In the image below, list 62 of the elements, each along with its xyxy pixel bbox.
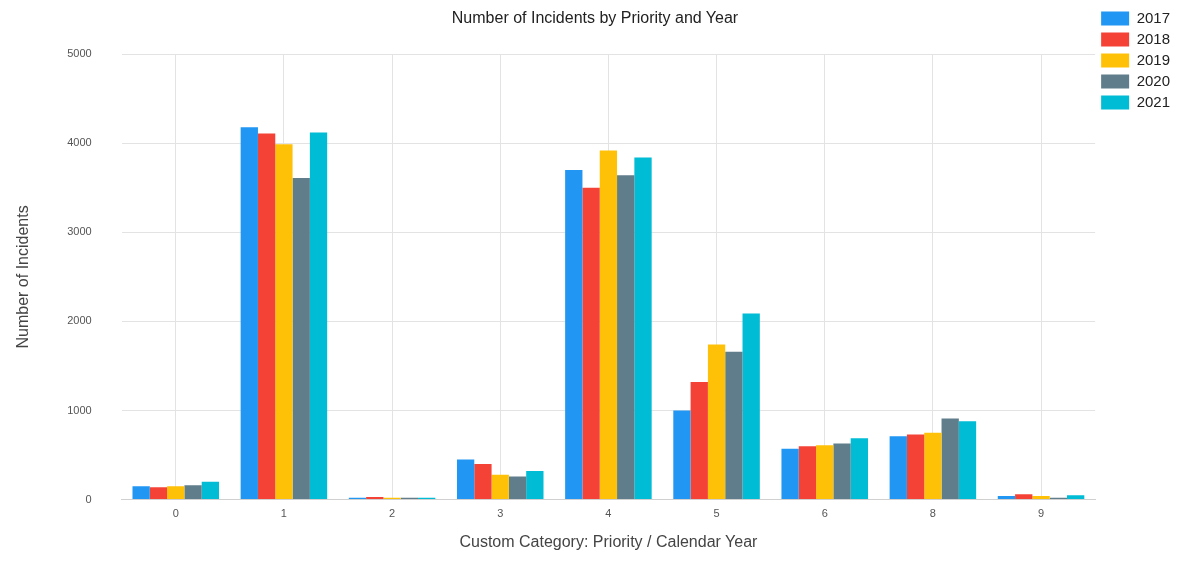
bar bbox=[240, 127, 258, 500]
bar bbox=[690, 382, 708, 500]
bar bbox=[309, 132, 328, 500]
y-tick-label: 1000 bbox=[67, 403, 92, 416]
bar bbox=[565, 170, 583, 500]
bar bbox=[634, 157, 652, 500]
bar bbox=[184, 485, 202, 500]
bar bbox=[833, 443, 851, 500]
x-tick-label: 5 bbox=[713, 507, 720, 520]
bar bbox=[257, 133, 276, 500]
bar bbox=[889, 436, 907, 500]
legend-label: 2018 bbox=[1136, 29, 1171, 47]
y-tick-label: 5000 bbox=[67, 47, 92, 60]
bar bbox=[599, 150, 618, 500]
y-tick-label: 3000 bbox=[67, 225, 92, 238]
x-tick-label: 4 bbox=[605, 507, 612, 520]
x-tick-label: 9 bbox=[1037, 507, 1045, 520]
legend-label: 2020 bbox=[1136, 71, 1171, 89]
bar bbox=[275, 144, 293, 500]
bar bbox=[742, 313, 760, 500]
bar bbox=[781, 448, 799, 500]
bar bbox=[924, 432, 942, 500]
bar bbox=[508, 476, 527, 500]
x-axis-title: Custom Category: Priority / Calendar Year bbox=[459, 532, 759, 550]
bar bbox=[292, 178, 310, 500]
bar bbox=[582, 187, 600, 500]
bar bbox=[673, 410, 691, 500]
bar bbox=[707, 344, 726, 500]
legend-label: 2021 bbox=[1136, 92, 1171, 110]
y-tick-label: 2000 bbox=[67, 314, 92, 327]
bar bbox=[997, 496, 1016, 500]
chart-title: Number of Incidents by Priority and Year bbox=[451, 9, 739, 27]
x-tick-label: 3 bbox=[497, 507, 504, 520]
bar bbox=[798, 446, 817, 500]
bar bbox=[167, 486, 185, 500]
bar bbox=[149, 487, 168, 500]
bar bbox=[958, 421, 977, 500]
y-axis-title: Number of Incidents bbox=[14, 205, 32, 349]
legend-label: 2017 bbox=[1136, 8, 1171, 26]
bar bbox=[526, 471, 544, 500]
bar bbox=[816, 445, 834, 500]
bar bbox=[906, 434, 925, 500]
x-tick-label: 0 bbox=[172, 507, 179, 520]
x-tick-label: 2 bbox=[389, 507, 396, 520]
y-tick-label: 4000 bbox=[67, 136, 92, 149]
bar bbox=[132, 486, 150, 500]
bar bbox=[617, 175, 635, 500]
bar bbox=[850, 438, 868, 500]
x-tick-label: 8 bbox=[929, 507, 936, 520]
x-tick-label: 6 bbox=[821, 507, 828, 520]
legend-label: 2019 bbox=[1136, 50, 1171, 68]
bar bbox=[474, 463, 492, 500]
bar bbox=[941, 418, 959, 500]
x-tick-label: 1 bbox=[280, 507, 287, 520]
bar bbox=[201, 481, 220, 500]
bar bbox=[1032, 496, 1050, 500]
bar bbox=[491, 474, 509, 500]
y-tick-label: 0 bbox=[85, 492, 92, 505]
bar bbox=[1067, 495, 1085, 500]
bar bbox=[456, 459, 475, 500]
bar bbox=[725, 351, 743, 500]
bar bbox=[1015, 494, 1033, 500]
